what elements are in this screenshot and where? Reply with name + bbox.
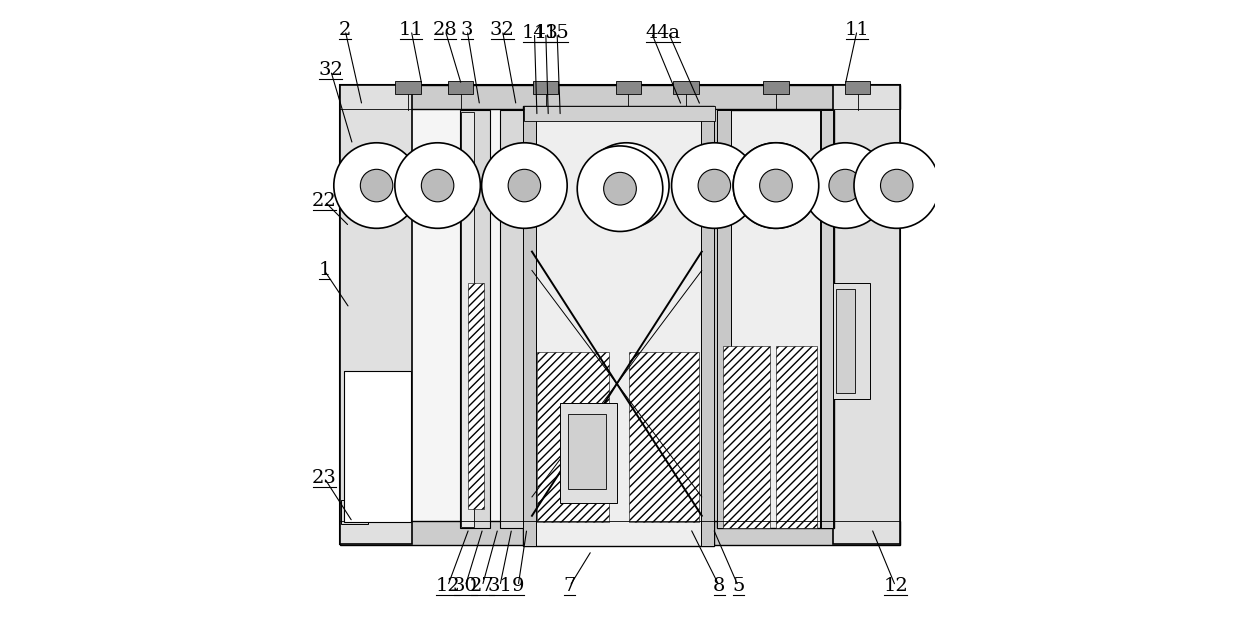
- Circle shape: [578, 146, 662, 231]
- Text: 32: 32: [319, 62, 343, 79]
- Text: 3: 3: [461, 21, 474, 39]
- Bar: [461, 112, 474, 527]
- Circle shape: [604, 172, 636, 205]
- Text: 4: 4: [645, 24, 657, 42]
- Bar: [533, 81, 558, 94]
- Text: 5: 5: [732, 577, 744, 595]
- Bar: [449, 81, 474, 94]
- Bar: [537, 352, 609, 522]
- Bar: [460, 110, 490, 528]
- Text: 22: 22: [312, 192, 337, 210]
- Circle shape: [733, 143, 818, 228]
- Bar: [340, 85, 413, 544]
- Circle shape: [394, 143, 480, 228]
- Circle shape: [334, 143, 419, 228]
- Bar: [467, 283, 484, 509]
- Text: 8: 8: [713, 577, 725, 595]
- Bar: [630, 352, 698, 522]
- Text: 31: 31: [487, 577, 512, 595]
- Bar: [522, 106, 714, 546]
- Bar: [615, 81, 641, 94]
- Bar: [764, 81, 789, 94]
- Circle shape: [481, 143, 567, 228]
- Bar: [701, 106, 714, 546]
- Bar: [846, 81, 870, 94]
- Text: 9: 9: [512, 577, 525, 595]
- Text: 1: 1: [319, 262, 331, 279]
- Bar: [340, 85, 900, 544]
- Text: 28: 28: [433, 21, 458, 39]
- Bar: [345, 371, 410, 522]
- Circle shape: [880, 169, 913, 202]
- Bar: [522, 106, 537, 546]
- Text: 7: 7: [563, 577, 575, 595]
- Bar: [340, 85, 900, 109]
- Text: 13: 13: [533, 24, 558, 42]
- Bar: [568, 414, 606, 489]
- Circle shape: [584, 143, 670, 228]
- Circle shape: [828, 169, 862, 202]
- Bar: [525, 106, 715, 121]
- Bar: [345, 371, 410, 522]
- Circle shape: [610, 169, 642, 202]
- Text: 15: 15: [544, 24, 569, 42]
- Text: 12: 12: [883, 577, 908, 595]
- Circle shape: [802, 143, 888, 228]
- Bar: [718, 110, 732, 528]
- Bar: [341, 500, 368, 524]
- Bar: [776, 346, 817, 528]
- Circle shape: [698, 169, 730, 202]
- Bar: [560, 403, 616, 503]
- Bar: [723, 346, 770, 528]
- Text: 30: 30: [453, 577, 477, 595]
- Bar: [673, 81, 698, 94]
- Text: 14: 14: [522, 24, 547, 42]
- Text: 11: 11: [844, 21, 869, 39]
- Bar: [832, 85, 900, 544]
- Bar: [718, 110, 833, 528]
- Circle shape: [361, 169, 393, 202]
- Text: 11: 11: [399, 21, 424, 39]
- Text: 12: 12: [435, 577, 460, 595]
- Circle shape: [508, 169, 541, 202]
- Circle shape: [672, 143, 758, 228]
- Circle shape: [760, 169, 792, 202]
- Bar: [501, 110, 527, 528]
- Circle shape: [422, 169, 454, 202]
- Bar: [832, 283, 870, 399]
- Bar: [396, 81, 420, 94]
- Circle shape: [733, 143, 818, 228]
- Bar: [340, 521, 900, 545]
- Text: 32: 32: [490, 21, 515, 39]
- Text: 4a: 4a: [656, 24, 681, 42]
- Bar: [820, 110, 833, 528]
- Circle shape: [760, 169, 792, 202]
- Text: 2: 2: [339, 21, 351, 39]
- Text: 23: 23: [312, 469, 337, 487]
- Text: 27: 27: [470, 577, 495, 595]
- Bar: [821, 110, 832, 528]
- Circle shape: [854, 143, 940, 228]
- Bar: [836, 289, 854, 393]
